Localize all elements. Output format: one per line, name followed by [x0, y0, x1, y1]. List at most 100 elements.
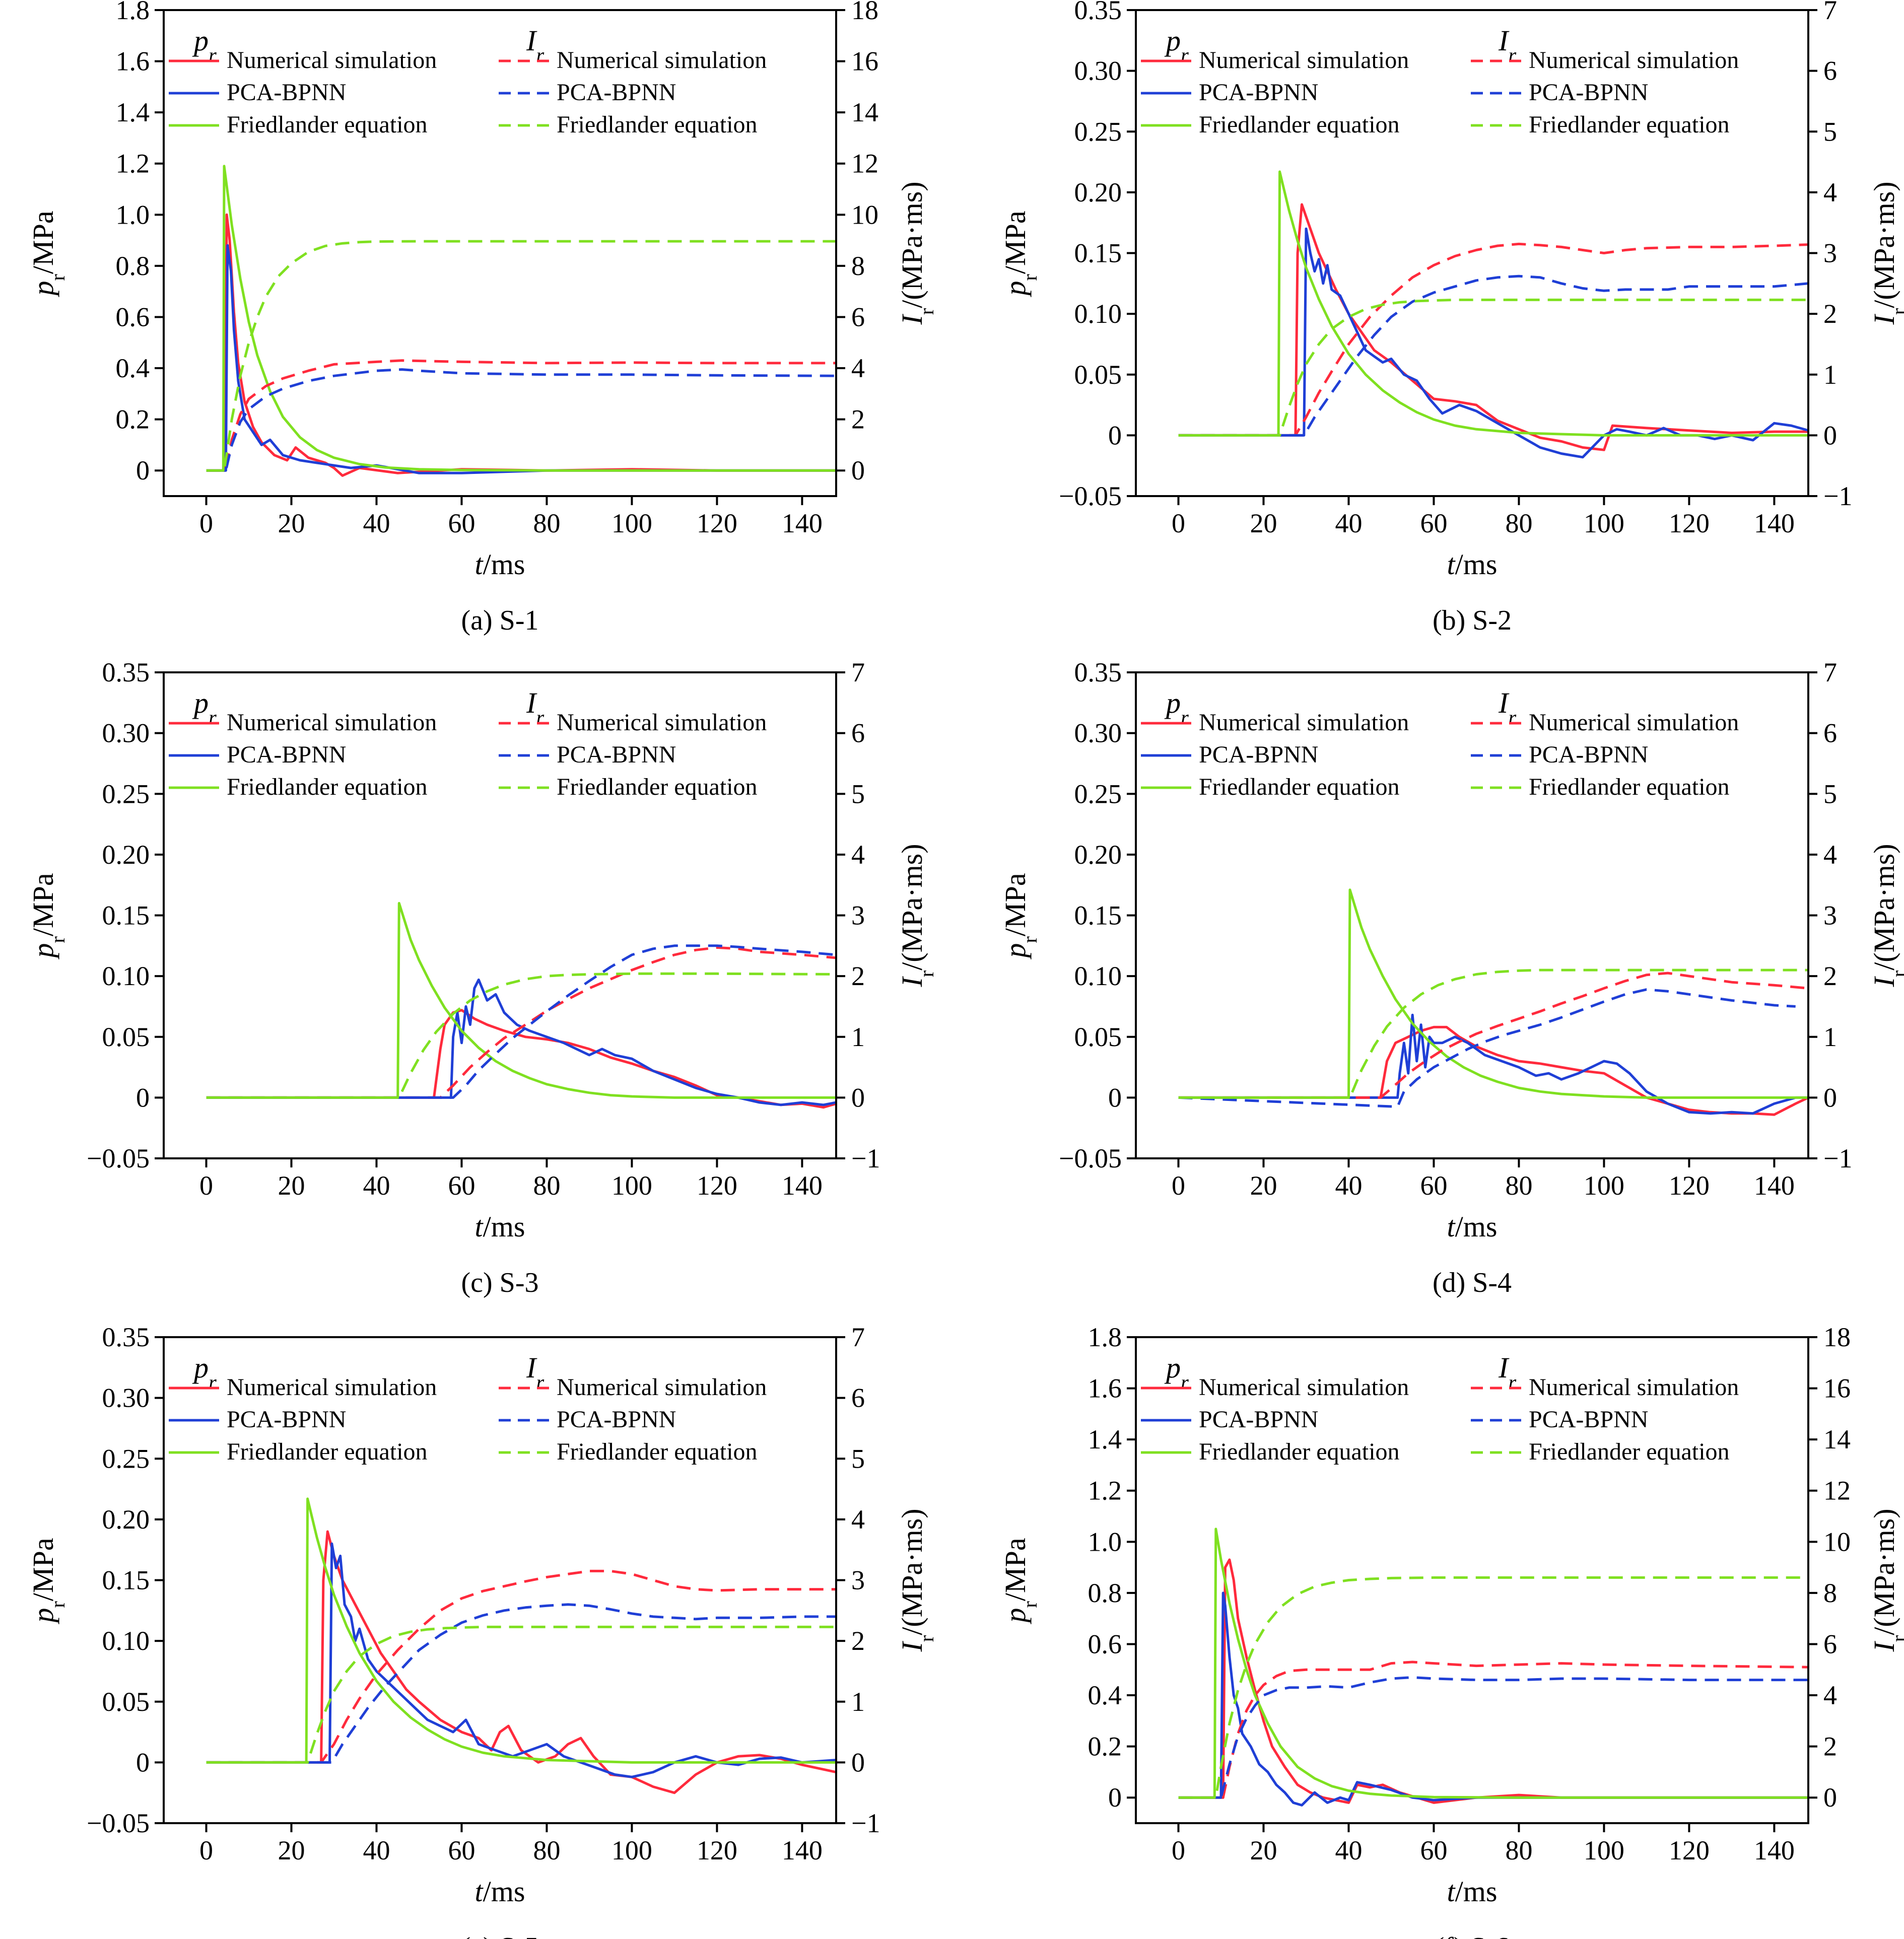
y2-tick-label: 7 — [851, 1322, 865, 1352]
y-tick-label: −0.05 — [1059, 481, 1122, 511]
series-line-ir-3 — [206, 240, 836, 472]
y2-tick-label: 5 — [851, 1443, 865, 1474]
series-line-pr-3 — [206, 1497, 836, 1764]
y-tick-label: 0 — [1108, 1782, 1122, 1813]
x-tick-label: 120 — [1669, 1170, 1710, 1201]
series-line-ir-1 — [1178, 972, 1808, 1099]
x-axis-title: t/ms — [475, 1210, 525, 1243]
series-line-pr-3 — [1178, 170, 1808, 437]
x-tick-label: 140 — [1754, 1835, 1795, 1865]
y-tick-label: 1.6 — [1088, 1373, 1122, 1404]
y2-tick-label: 4 — [851, 1504, 865, 1535]
y2-tick-label: −1 — [1823, 1143, 1852, 1173]
y2-tick-label: 7 — [1823, 0, 1837, 25]
y-tick-label: 0.15 — [1074, 901, 1122, 931]
x-axis-title: t/ms — [1447, 1210, 1498, 1243]
y2-tick-label: 3 — [851, 901, 865, 931]
series-line-pr-1 — [206, 1009, 836, 1109]
x-tick-label: 140 — [782, 1835, 823, 1865]
y-tick-label: 0.8 — [116, 251, 150, 281]
legend-label: PCA-BPNN — [1199, 1406, 1318, 1433]
series-line-ir-1 — [206, 359, 836, 472]
y-tick-label: 0.10 — [1074, 299, 1122, 329]
y-tick-label: 0.35 — [102, 1322, 150, 1352]
series-line-ir-3 — [206, 1625, 836, 1764]
y2-tick-label: 6 — [1823, 56, 1837, 86]
legend-label: PCA-BPNN — [1529, 1406, 1648, 1433]
x-tick-label: 140 — [1754, 508, 1795, 538]
y2-tick-label: 0 — [1823, 1782, 1837, 1813]
legend-label: Numerical simulation — [1529, 709, 1739, 736]
x-tick-label: 40 — [1335, 1835, 1362, 1865]
y2-tick-label: 1 — [851, 1022, 865, 1052]
y-tick-label: 0.05 — [102, 1687, 150, 1717]
x-tick-label: 20 — [1250, 1170, 1277, 1201]
y-tick-label: 0.10 — [102, 1626, 150, 1656]
legend-label: PCA-BPNN — [1199, 741, 1318, 768]
y-tick-label: 0 — [1108, 1082, 1122, 1113]
y-axis-title: pr/MPa — [27, 211, 69, 297]
y2-tick-label: 6 — [851, 302, 865, 332]
y-tick-label: 0.6 — [1088, 1629, 1122, 1659]
y2-axis-title: Ir/(MPa·ms) — [896, 181, 938, 325]
y2-axis-title: Ir/(MPa·ms) — [896, 844, 938, 987]
y-tick-label: 0.4 — [1088, 1680, 1122, 1710]
x-tick-label: 80 — [533, 1170, 560, 1201]
chart-panel-2: 0 20 40 60 80 100 120 140−0.0500.050.100.150.20… — [999, 0, 1904, 636]
y2-tick-label: 7 — [851, 657, 865, 687]
x-tick-label: 40 — [1335, 1170, 1362, 1201]
x-axis-title: t/ms — [1447, 1875, 1498, 1908]
series-line-pr-2 — [206, 1542, 836, 1778]
y2-tick-label: 2 — [851, 961, 865, 991]
y-tick-label: 0.25 — [102, 779, 150, 809]
series-line-pr-1 — [1178, 1558, 1808, 1804]
y2-tick-label: 6 — [851, 718, 865, 748]
y2-tick-label: 2 — [1823, 961, 1837, 991]
y2-tick-label: 10 — [1823, 1527, 1851, 1557]
y-tick-label: 0.15 — [102, 901, 150, 931]
panel-caption: (e) S-5 — [461, 1932, 539, 1939]
x-tick-label: 120 — [1669, 1835, 1710, 1865]
y-tick-label: 0 — [1108, 420, 1122, 450]
y-tick-label: −0.05 — [87, 1143, 150, 1173]
legend-label: Numerical simulation — [227, 1374, 437, 1401]
y2-tick-label: 4 — [1823, 1680, 1837, 1710]
y2-tick-label: 12 — [1823, 1476, 1851, 1506]
x-tick-label: 80 — [1505, 508, 1532, 538]
legend-label: Numerical simulation — [1529, 47, 1739, 74]
y2-tick-label: 18 — [851, 0, 878, 25]
x-tick-label: 80 — [533, 1835, 560, 1865]
x-tick-label: 140 — [782, 508, 823, 538]
x-tick-label: 120 — [697, 1835, 737, 1865]
y-tick-label: 1.2 — [116, 149, 150, 179]
y2-tick-label: 18 — [1823, 1322, 1851, 1352]
y-tick-label: 1.8 — [1088, 1322, 1122, 1352]
x-tick-label: 20 — [278, 508, 305, 538]
x-tick-label: 0 — [1172, 1170, 1185, 1201]
x-tick-label: 20 — [1250, 1835, 1277, 1865]
x-tick-label: 100 — [1584, 1170, 1624, 1201]
x-tick-label: 120 — [1669, 508, 1710, 538]
legend-label: Friedlander equation — [227, 111, 428, 138]
y2-tick-label: 12 — [851, 149, 878, 179]
panel-caption: (b) S-2 — [1433, 605, 1512, 636]
x-tick-label: 120 — [697, 1170, 737, 1201]
legend-label: Numerical simulation — [1199, 709, 1409, 736]
x-tick-label: 60 — [1420, 508, 1447, 538]
y2-tick-label: 1 — [851, 1687, 865, 1717]
y2-tick-label: 2 — [1823, 1732, 1837, 1762]
y2-tick-label: 0 — [1823, 420, 1837, 450]
y2-tick-label: 1 — [1823, 360, 1837, 390]
chart-panel-6: 0 20 40 60 80 100 120 14000.20.40.60.81.01.21.4… — [999, 1322, 1904, 1939]
y2-tick-label: 0 — [851, 1082, 865, 1113]
series-line-ir-1 — [1178, 242, 1808, 437]
y-tick-label: 0.10 — [102, 961, 150, 991]
series-line-pr-3 — [1178, 888, 1808, 1099]
x-tick-label: 60 — [448, 508, 475, 538]
legend-label: Friedlander equation — [227, 1438, 428, 1465]
y2-tick-label: 8 — [851, 251, 865, 281]
y2-tick-label: 4 — [1823, 177, 1837, 207]
legend-header-pr: pr — [192, 1351, 217, 1394]
series-line-pr-1 — [1178, 203, 1808, 451]
